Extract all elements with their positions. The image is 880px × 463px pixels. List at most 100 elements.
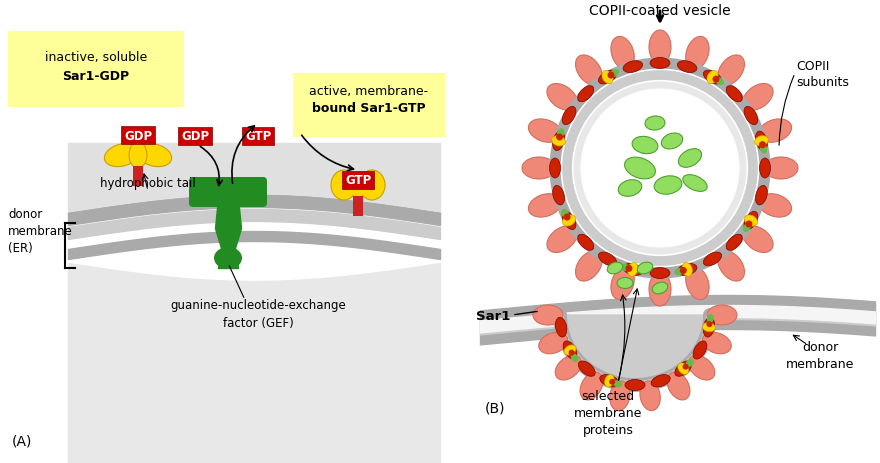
Ellipse shape [625,380,645,391]
Ellipse shape [553,186,564,206]
Ellipse shape [649,272,671,307]
Text: guanine-nucleotide-exchange
factor (GEF): guanine-nucleotide-exchange factor (GEF) [170,298,346,329]
Ellipse shape [632,137,658,154]
Ellipse shape [652,282,668,294]
Ellipse shape [576,56,602,86]
Ellipse shape [744,215,758,226]
Ellipse shape [571,354,578,362]
Ellipse shape [613,381,622,388]
Ellipse shape [650,58,670,69]
Ellipse shape [693,341,707,359]
Ellipse shape [549,159,561,179]
Text: inactive, soluble: inactive, soluble [45,51,147,64]
Ellipse shape [617,278,633,289]
Ellipse shape [759,159,771,179]
Ellipse shape [715,78,724,86]
Text: GTP: GTP [245,130,271,143]
Ellipse shape [528,119,561,143]
Ellipse shape [555,356,582,380]
Ellipse shape [607,263,623,274]
Ellipse shape [623,62,642,73]
FancyBboxPatch shape [353,197,363,217]
Ellipse shape [129,143,147,169]
Ellipse shape [580,372,603,400]
Circle shape [683,364,688,370]
Text: COPII-coated vesicle: COPII-coated vesicle [590,4,730,18]
Text: (A): (A) [12,434,33,448]
Circle shape [707,321,713,327]
Ellipse shape [702,332,731,354]
FancyBboxPatch shape [220,188,236,206]
Ellipse shape [611,38,634,70]
Ellipse shape [610,70,620,78]
Ellipse shape [576,251,602,282]
Circle shape [563,214,570,221]
Text: Sar1: Sar1 [475,309,510,322]
Ellipse shape [610,381,630,411]
Ellipse shape [703,318,715,338]
Ellipse shape [522,158,556,180]
Ellipse shape [675,268,685,275]
Circle shape [568,350,575,356]
Ellipse shape [678,150,701,168]
Ellipse shape [564,345,576,355]
Ellipse shape [625,158,656,180]
Ellipse shape [359,171,385,200]
Circle shape [537,46,783,291]
Ellipse shape [546,84,577,111]
Polygon shape [560,315,710,385]
Ellipse shape [707,305,737,325]
Ellipse shape [562,215,576,226]
Ellipse shape [744,212,758,230]
Ellipse shape [744,107,758,125]
Text: donor
membrane
(ER): donor membrane (ER) [8,208,73,255]
Ellipse shape [651,375,671,387]
Ellipse shape [539,332,568,354]
Ellipse shape [707,71,718,84]
Ellipse shape [678,62,697,73]
Ellipse shape [598,252,617,266]
Ellipse shape [533,305,563,325]
Ellipse shape [756,132,767,151]
Circle shape [680,267,686,275]
Ellipse shape [678,264,697,276]
Ellipse shape [562,107,576,125]
Ellipse shape [764,158,798,180]
Text: active, membrane-: active, membrane- [310,84,429,97]
Ellipse shape [637,263,653,274]
Ellipse shape [620,264,630,271]
Ellipse shape [743,226,774,253]
Circle shape [759,142,766,149]
Ellipse shape [577,87,594,103]
FancyBboxPatch shape [133,167,143,187]
Ellipse shape [600,375,619,387]
Ellipse shape [105,144,140,167]
Ellipse shape [561,209,569,219]
Ellipse shape [577,235,594,251]
Ellipse shape [688,356,715,380]
Ellipse shape [555,318,567,338]
Ellipse shape [686,267,709,300]
Circle shape [555,64,765,274]
Ellipse shape [640,381,660,411]
Ellipse shape [578,361,595,376]
Ellipse shape [702,323,715,332]
Ellipse shape [136,144,172,167]
Ellipse shape [214,247,242,269]
Text: COPII
subunits: COPII subunits [796,59,849,88]
Ellipse shape [553,132,564,151]
Ellipse shape [759,119,792,143]
Text: GDP: GDP [124,129,152,142]
Ellipse shape [718,251,744,282]
Ellipse shape [686,359,694,367]
FancyBboxPatch shape [293,74,445,138]
Ellipse shape [667,372,690,400]
Ellipse shape [718,56,744,86]
Ellipse shape [675,361,692,376]
Ellipse shape [686,38,709,70]
Ellipse shape [331,171,357,200]
Ellipse shape [743,84,774,111]
Text: GDP: GDP [181,130,209,143]
Ellipse shape [546,226,577,253]
Ellipse shape [623,264,642,276]
